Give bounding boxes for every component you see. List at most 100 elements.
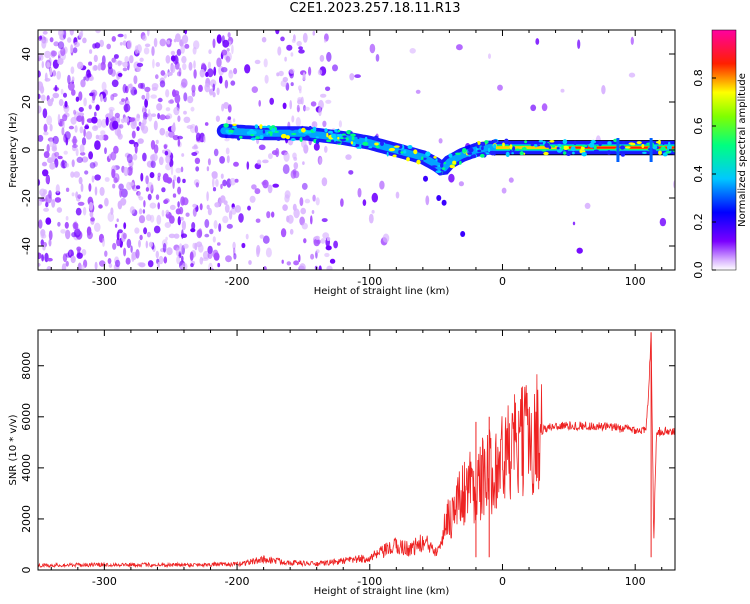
heatmap-noise-cell xyxy=(68,125,74,130)
heatmap-noise-cell xyxy=(208,49,212,55)
signal-speckle xyxy=(625,146,631,149)
heatmap-noise-cell xyxy=(136,113,140,122)
heatmap-noise-cell xyxy=(207,61,211,69)
heatmap-noise-cell xyxy=(158,255,164,265)
signal-speckle xyxy=(291,132,297,136)
heatmap-noise-cell xyxy=(221,103,225,112)
signal-speckle xyxy=(435,158,438,162)
heatmap-noise-cell xyxy=(45,174,50,185)
x-tick-label: -100 xyxy=(357,275,382,288)
x-tick-label: -300 xyxy=(92,275,117,288)
heatmap-noise-cell xyxy=(265,247,272,258)
heatmap-noise-cell xyxy=(168,233,176,239)
heatmap-noise-cell xyxy=(256,244,261,255)
heatmap-noise-cell xyxy=(225,147,230,155)
signal-speckle xyxy=(350,133,356,137)
heatmap-noise-cell xyxy=(180,216,184,221)
heatmap-noise-cell xyxy=(159,80,166,88)
heatmap-noise-cell xyxy=(382,233,390,243)
heatmap-noise-cell xyxy=(130,245,133,253)
signal-speckle xyxy=(556,147,560,150)
heatmap-noise-cell xyxy=(110,207,114,215)
heatmap-noise-cell xyxy=(284,190,291,199)
heatmap-noise-cell xyxy=(71,76,75,83)
heatmap-noise-cell xyxy=(448,173,455,183)
heatmap-noise-cell xyxy=(175,167,182,174)
signal-speckle xyxy=(350,131,353,135)
heatmap-noise-cell xyxy=(86,226,92,236)
signal-speckle xyxy=(502,142,505,147)
heatmap-noise-cell xyxy=(164,150,169,156)
heatmap-noise-cell xyxy=(146,231,151,238)
y-tick-label: 40 xyxy=(20,47,33,61)
heatmap-noise-cell xyxy=(144,86,151,92)
bottom-axes: -300 -200 -100 0 10002000400060008000Height … xyxy=(8,330,675,597)
heatmap-noise-cell xyxy=(318,106,322,117)
heatmap-noise-cell xyxy=(212,236,216,243)
heatmap-noise-cell xyxy=(46,115,53,126)
signal-speckle xyxy=(374,142,379,146)
heatmap-noise-cell xyxy=(321,218,328,223)
heatmap-noise-cell xyxy=(299,263,306,270)
heatmap-noise-cell xyxy=(38,219,43,229)
signal-speckle xyxy=(431,165,438,168)
heatmap-noise-cell xyxy=(231,44,234,55)
heatmap-noise-cell xyxy=(117,33,124,38)
heatmap-noise-cell xyxy=(193,40,200,50)
heatmap-noise-cell xyxy=(181,255,184,262)
x-tick-label: -200 xyxy=(225,575,250,588)
heatmap-noise-cell xyxy=(93,125,98,130)
signal-speckle xyxy=(324,128,328,133)
heatmap-noise-cell xyxy=(86,73,92,78)
heatmap-noise-cell xyxy=(280,228,287,238)
signal-speckle xyxy=(315,136,319,139)
heatmap-noise-cell xyxy=(349,73,355,81)
heatmap-noise-cell xyxy=(212,38,216,49)
signal-speckle xyxy=(471,154,477,159)
signal-speckle xyxy=(301,127,306,133)
heatmap-noise-cell xyxy=(49,67,53,76)
y-axis-label: SNR (10 * v/v) xyxy=(8,414,19,485)
heatmap-noise-cell xyxy=(601,85,606,95)
heatmap-noise-cell xyxy=(299,197,304,207)
snr-series-line xyxy=(38,332,675,569)
heatmap-noise-cell xyxy=(207,245,213,255)
heatmap-noise-cell xyxy=(144,43,151,48)
heatmap-noise-cell xyxy=(165,209,170,215)
heatmap-noise-cell xyxy=(168,99,175,104)
heatmap-noise-cell xyxy=(329,258,336,264)
bottom-plot-frame xyxy=(37,329,676,571)
signal-speckle xyxy=(271,128,276,133)
heatmap-noise-cell xyxy=(156,103,163,111)
heatmap-noise-cell xyxy=(204,122,209,126)
signal-speckle xyxy=(479,153,485,158)
heatmap-noise-cell xyxy=(153,144,159,154)
heatmap-noise-cell xyxy=(56,70,61,80)
heatmap-noise-cell xyxy=(91,175,95,183)
heatmap-noise-cell xyxy=(57,113,61,124)
heatmap-noise-cell xyxy=(217,262,221,268)
heatmap-noise-cell xyxy=(286,44,293,51)
heatmap-noise-cell xyxy=(322,232,330,240)
heatmap-noise-cell xyxy=(170,64,176,74)
heatmap-noise-cell xyxy=(38,252,42,260)
heatmap-noise-cell xyxy=(114,112,120,119)
signal-speckle xyxy=(573,140,577,146)
heatmap-noise-cell xyxy=(340,198,344,207)
heatmap-noise-cell xyxy=(70,44,74,53)
heatmap-noise-cell xyxy=(209,88,213,96)
heatmap-noise-cell xyxy=(136,44,142,54)
heatmap-noise-cell xyxy=(379,180,385,190)
heatmap-noise-cell xyxy=(150,94,157,99)
colorbar-frame xyxy=(711,29,737,271)
heatmap-noise-cell xyxy=(320,238,326,244)
heatmap-noise-cell xyxy=(165,89,170,98)
heatmap-noise-cell xyxy=(438,138,443,144)
signal-speckle xyxy=(543,151,549,156)
heatmap-noise-cell xyxy=(233,67,238,75)
signal-speckle xyxy=(598,141,602,147)
signal-speckle xyxy=(563,151,567,155)
heatmap-noise-cell xyxy=(226,155,230,164)
heatmap-noise-cell xyxy=(162,173,169,183)
heatmap-noise-cell xyxy=(304,198,311,204)
